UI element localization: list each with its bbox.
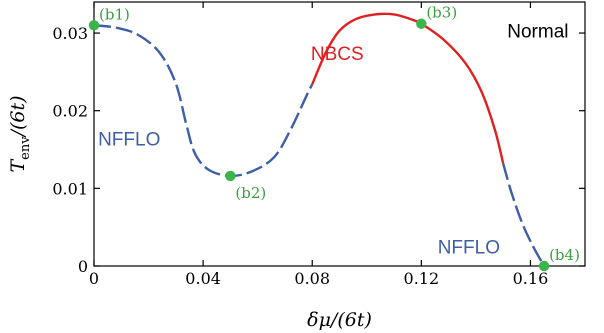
x-tick-label: 0.08 — [294, 269, 330, 288]
x-tick-label: 0 — [89, 269, 99, 288]
y-axis-label-sub: env — [18, 136, 33, 160]
data-point — [416, 18, 427, 29]
phase-boundary-curves — [93, 12, 546, 267]
point-label: (b2) — [235, 184, 266, 202]
series-line-1 — [93, 24, 314, 178]
series-line-2 — [311, 12, 505, 164]
point-label: (b4) — [549, 246, 580, 264]
point-label: (b3) — [426, 4, 457, 22]
region-label: Normal — [507, 22, 568, 43]
region-label: NFFLO — [438, 238, 500, 259]
region-annotations: NFFLO NBCS NFFLO Normal — [98, 22, 568, 259]
y-axis-label: Tenv/(6t) — [7, 95, 33, 172]
y-tick-label: 0.02 — [52, 102, 88, 121]
data-point — [88, 20, 100, 31]
data-point — [225, 170, 236, 182]
plot-frame — [93, 1, 586, 267]
y-axis-label-main: T — [7, 159, 29, 173]
x-tick-label: 0.12 — [404, 269, 440, 288]
data-point — [538, 260, 550, 272]
y-tick-label: 0.01 — [52, 179, 88, 198]
x-axis-label: δμ/(6t) — [307, 309, 372, 331]
y-axis-label-rest: /(6t) — [7, 95, 29, 138]
highlighted-points: (b1) (b2) (b3) (b4) — [88, 4, 580, 272]
y-tick-label: 0 — [78, 257, 88, 276]
x-tick-label: 0.04 — [185, 269, 221, 288]
region-label: NFFLO — [98, 130, 160, 151]
point-label: (b1) — [99, 5, 130, 23]
series-line-3 — [502, 163, 546, 267]
x-tick-label: 0.16 — [513, 269, 549, 288]
y-tick-label: 0.03 — [52, 24, 88, 43]
plot-area — [93, 1, 586, 267]
region-label: NBCS — [311, 44, 364, 65]
axis-ticks: 0 0.04 0.08 0.12 0.16 0 0.01 0.02 0.03 — [52, 2, 585, 288]
